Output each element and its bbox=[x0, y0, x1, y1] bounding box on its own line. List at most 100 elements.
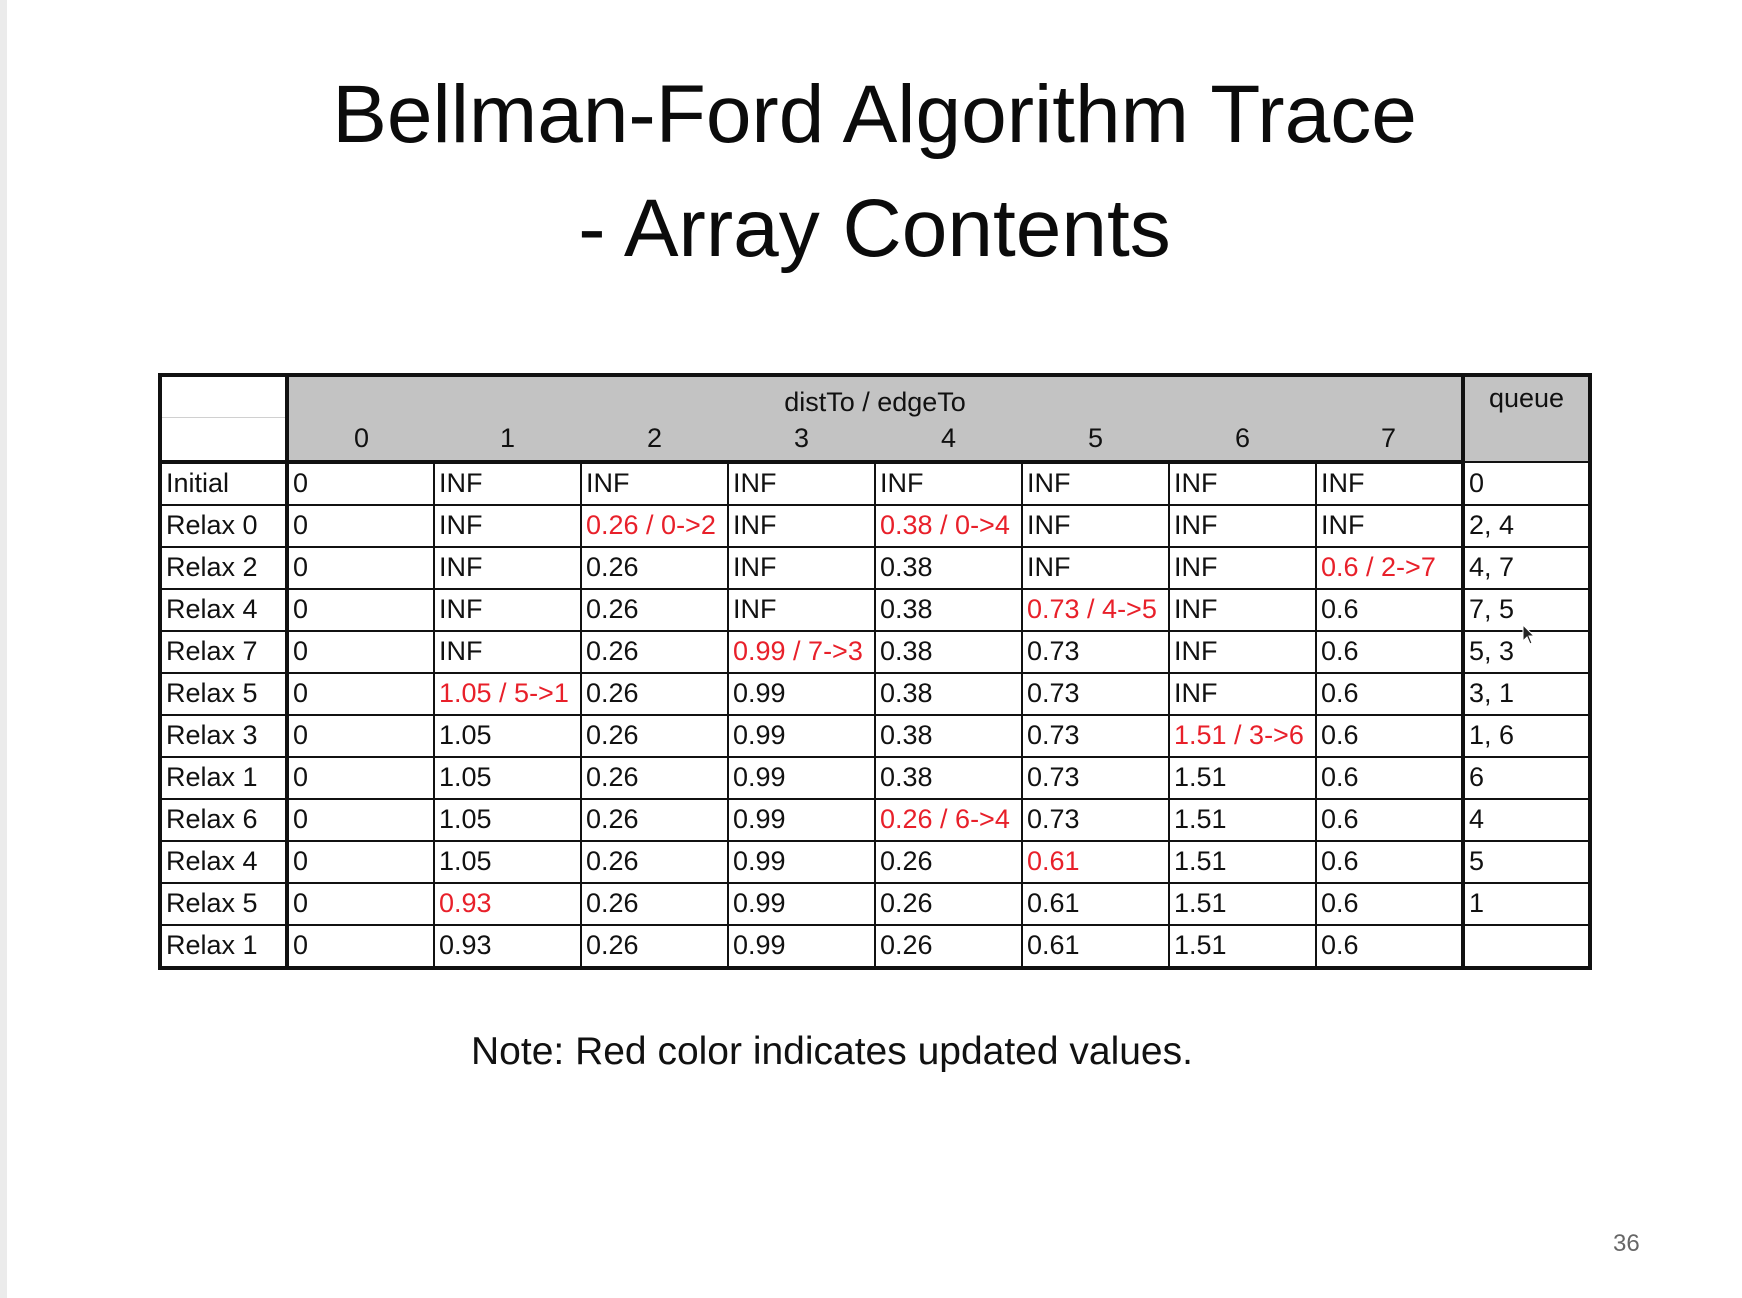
queue-cell: 1, 6 bbox=[1462, 713, 1592, 758]
value-cell: 1.51 bbox=[1168, 923, 1317, 970]
value-cell: 0.26 bbox=[580, 629, 729, 674]
updated-value-cell: 0.99 / 7->3 bbox=[727, 629, 876, 674]
value-cell: 0.26 bbox=[874, 923, 1023, 970]
value-cell: 0.99 bbox=[727, 881, 876, 926]
value-cell: 0.99 bbox=[727, 755, 876, 800]
value-cell: 0.73 bbox=[1021, 713, 1170, 758]
value-cell: 0.93 bbox=[433, 923, 582, 970]
value-cell: 0 bbox=[286, 503, 435, 548]
value-cell: INF bbox=[1021, 545, 1170, 590]
value-cell: INF bbox=[433, 587, 582, 632]
slide: Bellman-Ford Algorithm Trace - Array Con… bbox=[7, 0, 1742, 1298]
value-cell: INF bbox=[1168, 587, 1317, 632]
value-cell: 1.51 bbox=[1168, 755, 1317, 800]
slide-title: Bellman-Ford Algorithm Trace - Array Con… bbox=[7, 58, 1742, 286]
value-cell: 0 bbox=[286, 797, 435, 842]
value-cell: 0.26 bbox=[874, 881, 1023, 926]
slide-title-line-1: Bellman-Ford Algorithm Trace bbox=[332, 69, 1417, 160]
table-row: Relax 3 0 1.05 0.26 0.99 0.38 0.73 1.51 / 3->6 0… bbox=[158, 713, 1592, 758]
value-cell: 0 bbox=[286, 839, 435, 884]
row-label: Relax 5 bbox=[158, 881, 289, 926]
value-cell: 0.26 bbox=[874, 839, 1023, 884]
value-cell: INF bbox=[1315, 503, 1465, 548]
value-cell: 0.6 bbox=[1315, 839, 1465, 884]
value-cell: 0.38 bbox=[874, 629, 1023, 674]
value-cell: 1.51 bbox=[1168, 797, 1317, 842]
value-cell: 1.05 bbox=[433, 797, 582, 842]
row-label: Relax 6 bbox=[158, 797, 289, 842]
value-cell: INF bbox=[433, 629, 582, 674]
queue-cell bbox=[1462, 923, 1592, 970]
updated-value-cell: 0.38 / 0->4 bbox=[874, 503, 1023, 548]
updated-value-cell: 0.6 / 2->7 bbox=[1315, 545, 1465, 590]
value-cell: 0 bbox=[286, 587, 435, 632]
value-cell: 0.26 bbox=[580, 713, 729, 758]
row-label: Relax 4 bbox=[158, 587, 289, 632]
column-header-1: 1 bbox=[434, 417, 581, 464]
table-row: Relax 4 0 1.05 0.26 0.99 0.26 0.61 1.51 0.6 5 bbox=[158, 839, 1592, 884]
updated-value-cell: 0.93 bbox=[433, 881, 582, 926]
value-cell: INF bbox=[433, 503, 582, 548]
value-cell: 0.99 bbox=[727, 671, 876, 716]
value-cell: INF bbox=[433, 460, 582, 506]
queue-cell: 0 bbox=[1462, 460, 1592, 506]
value-cell: INF bbox=[727, 587, 876, 632]
value-cell: 0 bbox=[286, 460, 435, 506]
value-cell: 0.99 bbox=[727, 923, 876, 970]
queue-cell: 4, 7 bbox=[1462, 545, 1592, 590]
value-cell: 0.61 bbox=[1021, 923, 1170, 970]
column-header-2: 2 bbox=[581, 417, 728, 464]
row-label: Relax 5 bbox=[158, 671, 289, 716]
row-label: Relax 1 bbox=[158, 755, 289, 800]
value-cell: 0.99 bbox=[727, 839, 876, 884]
queue-cell: 7, 5 bbox=[1462, 587, 1592, 632]
value-cell: 0.73 bbox=[1021, 629, 1170, 674]
value-cell: 1.05 bbox=[433, 839, 582, 884]
table-row: Initial 0 INF INF INF INF INF INF INF 0 bbox=[158, 460, 1592, 506]
value-cell: INF bbox=[1168, 629, 1317, 674]
value-cell: INF bbox=[1168, 545, 1317, 590]
table-row: Relax 6 0 1.05 0.26 0.99 0.26 / 6->4 0.73 1.51 0… bbox=[158, 797, 1592, 842]
value-cell: 0 bbox=[286, 545, 435, 590]
queue-cell: 3, 1 bbox=[1462, 671, 1592, 716]
value-cell: INF bbox=[1021, 460, 1170, 506]
value-cell: 0.38 bbox=[874, 587, 1023, 632]
row-label: Relax 1 bbox=[158, 923, 289, 970]
value-cell: INF bbox=[580, 460, 729, 506]
value-cell: 0.26 bbox=[580, 839, 729, 884]
queue-cell: 4 bbox=[1462, 797, 1592, 842]
value-cell: INF bbox=[1168, 503, 1317, 548]
value-cell: 0.26 bbox=[580, 923, 729, 970]
column-header-5: 5 bbox=[1022, 417, 1169, 464]
queue-cell: 1 bbox=[1462, 881, 1592, 926]
updated-value-cell: 0.61 bbox=[1021, 839, 1170, 884]
value-cell: INF bbox=[1168, 671, 1317, 716]
table-row: Relax 1 0 1.05 0.26 0.99 0.38 0.73 1.51 0.6 6 bbox=[158, 755, 1592, 800]
value-cell: 0 bbox=[286, 713, 435, 758]
value-cell: 0.6 bbox=[1315, 713, 1465, 758]
distto-edgeto-header: distTo / edgeTo bbox=[286, 373, 1465, 418]
table-row: Relax 1 0 0.93 0.26 0.99 0.26 0.61 1.51 0.6 bbox=[158, 923, 1592, 970]
column-header-7: 7 bbox=[1316, 417, 1465, 464]
corner-cell bbox=[158, 373, 289, 418]
value-cell: 0.26 bbox=[580, 587, 729, 632]
value-cell: 0 bbox=[286, 671, 435, 716]
value-cell: 0 bbox=[286, 881, 435, 926]
value-cell: 0.6 bbox=[1315, 755, 1465, 800]
table-row: Relax 2 0 INF 0.26 INF 0.38 INF INF 0.6 / 2->7 4,… bbox=[158, 545, 1592, 590]
value-cell: 0.6 bbox=[1315, 923, 1465, 970]
value-cell: 0.38 bbox=[874, 755, 1023, 800]
queue-cell: 6 bbox=[1462, 755, 1592, 800]
value-cell: INF bbox=[727, 545, 876, 590]
value-cell: 0 bbox=[286, 629, 435, 674]
value-cell: 0.99 bbox=[727, 797, 876, 842]
table-row: Relax 7 0 INF 0.26 0.99 / 7->3 0.38 0.73 INF 0.6… bbox=[158, 629, 1592, 674]
value-cell: 0.6 bbox=[1315, 797, 1465, 842]
value-cell: 0.6 bbox=[1315, 629, 1465, 674]
value-cell: INF bbox=[1168, 460, 1317, 506]
value-cell: 0.26 bbox=[580, 797, 729, 842]
value-cell: 0.61 bbox=[1021, 881, 1170, 926]
updated-value-cell: 1.51 / 3->6 bbox=[1168, 713, 1317, 758]
legend-note: Note: Red color indicates updated values… bbox=[471, 1030, 1193, 1073]
